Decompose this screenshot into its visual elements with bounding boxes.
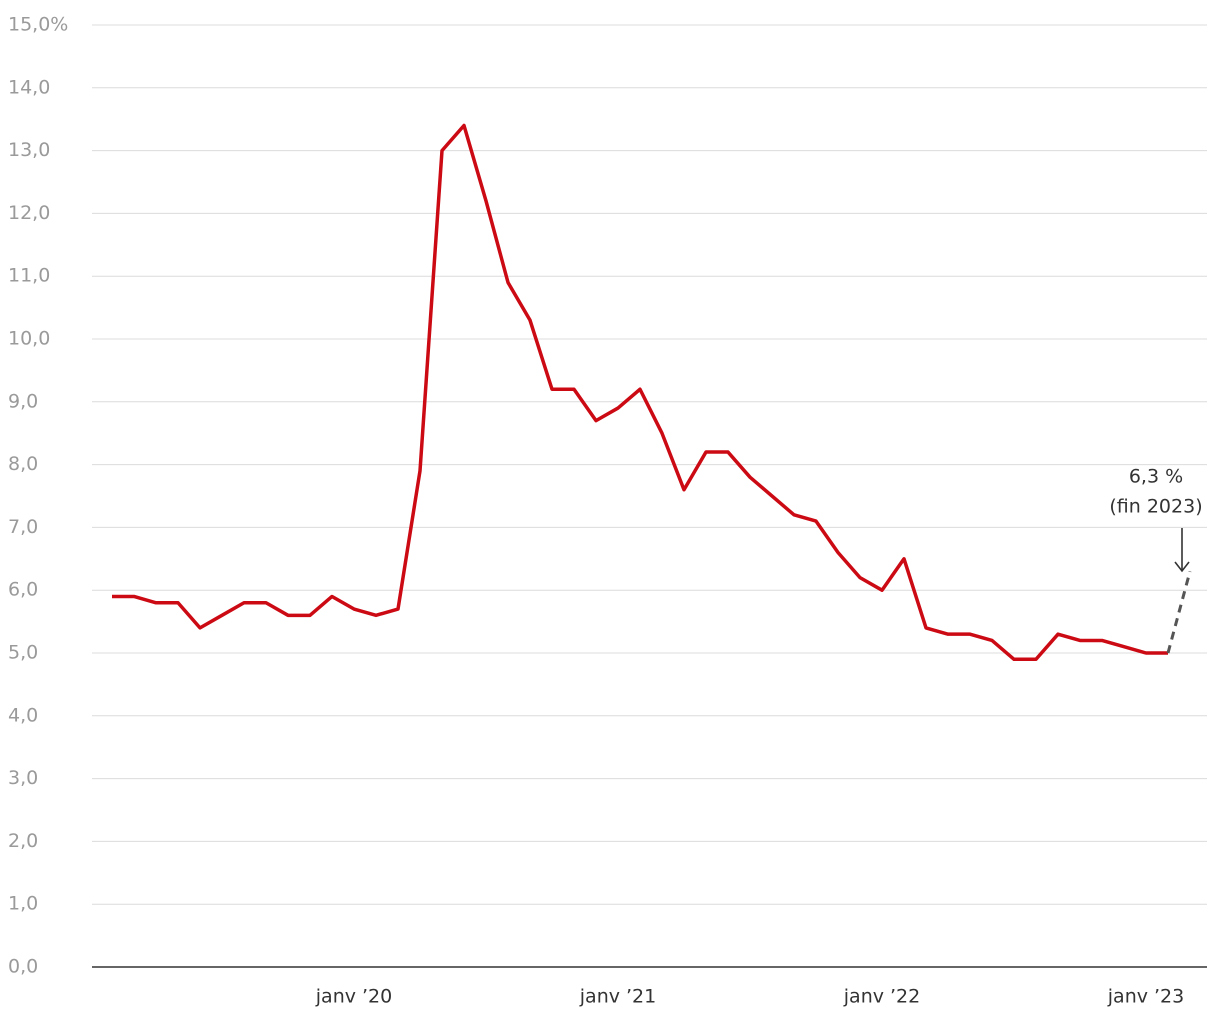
- y-tick-label: 10,0: [8, 328, 50, 350]
- y-tick-label: 13,0: [8, 139, 50, 161]
- x-tick-label: janv ’20: [315, 986, 392, 1008]
- y-tick-label: 11,0: [8, 265, 50, 287]
- y-tick-label: 1,0: [8, 893, 38, 915]
- y-tick-label: 12,0: [8, 202, 50, 224]
- annotation: 6,3 %: [1129, 466, 1183, 488]
- y-tick-label: 5,0: [8, 642, 38, 664]
- y-tick-label: 2,0: [8, 830, 38, 852]
- y-tick-label: 7,0: [8, 516, 38, 538]
- y-tick-label: 3,0: [8, 767, 38, 789]
- x-tick-label: janv ’21: [579, 986, 656, 1008]
- annotation: (fin 2023): [1109, 496, 1202, 518]
- x-tick-label: janv ’22: [843, 986, 920, 1008]
- projection-line: [1166, 570, 1192, 654]
- y-tick-label: 8,0: [8, 453, 38, 475]
- y-tick-label: 9,0: [8, 390, 38, 412]
- y-tick-label: 4,0: [8, 704, 38, 726]
- annotation-arrow: [1174, 528, 1190, 573]
- y-tick-label: 15,0%: [8, 14, 68, 36]
- data-line: [112, 123, 1168, 662]
- y-tick-label: 6,0: [8, 579, 38, 601]
- y-tick-label: 14,0: [8, 76, 50, 98]
- x-tick-label: janv ’23: [1107, 986, 1184, 1008]
- y-tick-label: 0,0: [8, 956, 38, 978]
